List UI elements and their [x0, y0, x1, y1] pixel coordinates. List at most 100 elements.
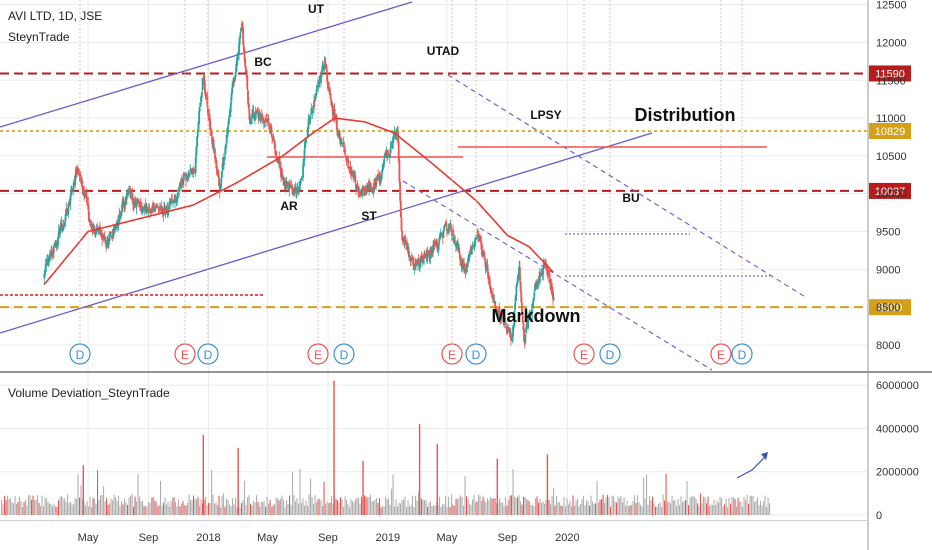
candle-body — [264, 125, 266, 126]
volume-bar — [769, 503, 770, 515]
volume-bar — [660, 502, 661, 515]
event-markers: DEDEDEDEDED — [70, 0, 752, 364]
volume-bar — [696, 499, 697, 515]
volume-bar — [678, 499, 679, 515]
volume-bar — [550, 504, 551, 515]
volume-bar — [189, 495, 190, 515]
candle-body — [454, 241, 456, 242]
volume-bar — [589, 506, 590, 515]
volume-bar — [148, 502, 149, 515]
volume-bar — [379, 498, 380, 515]
volume-bar — [765, 496, 766, 515]
volume-bar — [166, 505, 167, 515]
volume-bar — [463, 506, 464, 515]
volume-bar — [666, 474, 667, 515]
volume-bar — [220, 507, 221, 515]
volume-bar — [568, 504, 569, 515]
volume-bar — [690, 498, 691, 515]
volume-bar — [516, 498, 517, 515]
volume-spike — [437, 444, 438, 515]
event-marker-label: D — [606, 348, 615, 362]
time-tick-label: May — [437, 532, 458, 544]
candle-body — [408, 251, 410, 255]
volume-bar — [9, 499, 10, 515]
volume-bar — [457, 499, 458, 515]
volume-bar — [468, 499, 469, 515]
volume-bar — [261, 502, 262, 515]
volume-bar — [244, 481, 245, 515]
markdown-channel-upper — [448, 75, 807, 298]
volume-bar — [339, 503, 340, 515]
volume-bar — [114, 495, 115, 515]
volume-bar — [277, 498, 278, 515]
volume-bar — [153, 497, 154, 515]
volume-bar — [81, 485, 82, 515]
volume-bar — [151, 498, 152, 515]
volume-bar — [99, 500, 100, 515]
volume-bar — [303, 498, 304, 515]
volume-bar — [58, 500, 59, 515]
volume-bar — [385, 497, 386, 515]
volume-bar — [637, 495, 638, 515]
volume-bar — [319, 498, 320, 515]
volume-bar — [69, 503, 70, 515]
volume-bar — [7, 496, 8, 515]
volume-bar — [78, 474, 79, 515]
volume-bar — [129, 498, 130, 515]
volume-bar — [669, 501, 670, 515]
volume-bar — [475, 502, 476, 515]
volume-spike — [333, 381, 334, 515]
volume-bar — [462, 497, 463, 515]
volume-bar — [294, 495, 295, 515]
volume-bar — [453, 505, 454, 515]
volume-bar — [549, 500, 550, 515]
volume-bar — [633, 501, 634, 515]
volume-bar — [42, 496, 43, 515]
volume-bar — [727, 507, 728, 515]
volume-bar — [297, 498, 298, 515]
volume-bar — [706, 503, 707, 515]
volume-bar — [426, 500, 427, 515]
annotation-utad: UTAD — [427, 44, 460, 58]
volume-bar — [178, 499, 179, 515]
candle-body — [64, 222, 66, 227]
volume-bar — [40, 506, 41, 515]
volume-bar — [667, 502, 668, 515]
volume-bar — [601, 499, 602, 515]
volume-bar — [441, 507, 442, 515]
volume-bar — [301, 503, 302, 515]
volume-bar — [252, 505, 253, 515]
volume-bar — [712, 505, 713, 515]
volume-bar — [279, 500, 280, 515]
event-marker-label: E — [181, 348, 189, 362]
volume-bar — [322, 506, 323, 515]
volume-bar — [144, 506, 145, 515]
volume-bar — [694, 497, 695, 515]
volume-bar — [735, 499, 736, 515]
volume-bar — [34, 500, 35, 515]
volume-bar — [76, 499, 77, 515]
volume-bar — [214, 504, 215, 515]
volume-bar — [675, 500, 676, 515]
price-tick-label: 10000 — [876, 189, 907, 201]
volume-bar — [649, 496, 650, 515]
time-tick-label: 2020 — [555, 532, 579, 544]
volume-bar — [37, 495, 38, 515]
volume-bar — [531, 505, 532, 515]
volume-bar — [216, 503, 217, 515]
volume-bar — [447, 507, 448, 515]
volume-bar — [337, 500, 338, 515]
volume-bar — [205, 497, 206, 515]
price-tick-label: 10500 — [876, 151, 907, 163]
volume-bar — [55, 506, 56, 515]
volume-bar — [520, 502, 521, 515]
volume-bar — [240, 507, 241, 515]
volume-bar — [228, 500, 229, 515]
volume-bar — [478, 495, 479, 515]
volume-bar — [384, 506, 385, 515]
volume-bar — [555, 506, 556, 515]
volume-bar — [286, 500, 287, 515]
volume-bar — [124, 499, 125, 515]
